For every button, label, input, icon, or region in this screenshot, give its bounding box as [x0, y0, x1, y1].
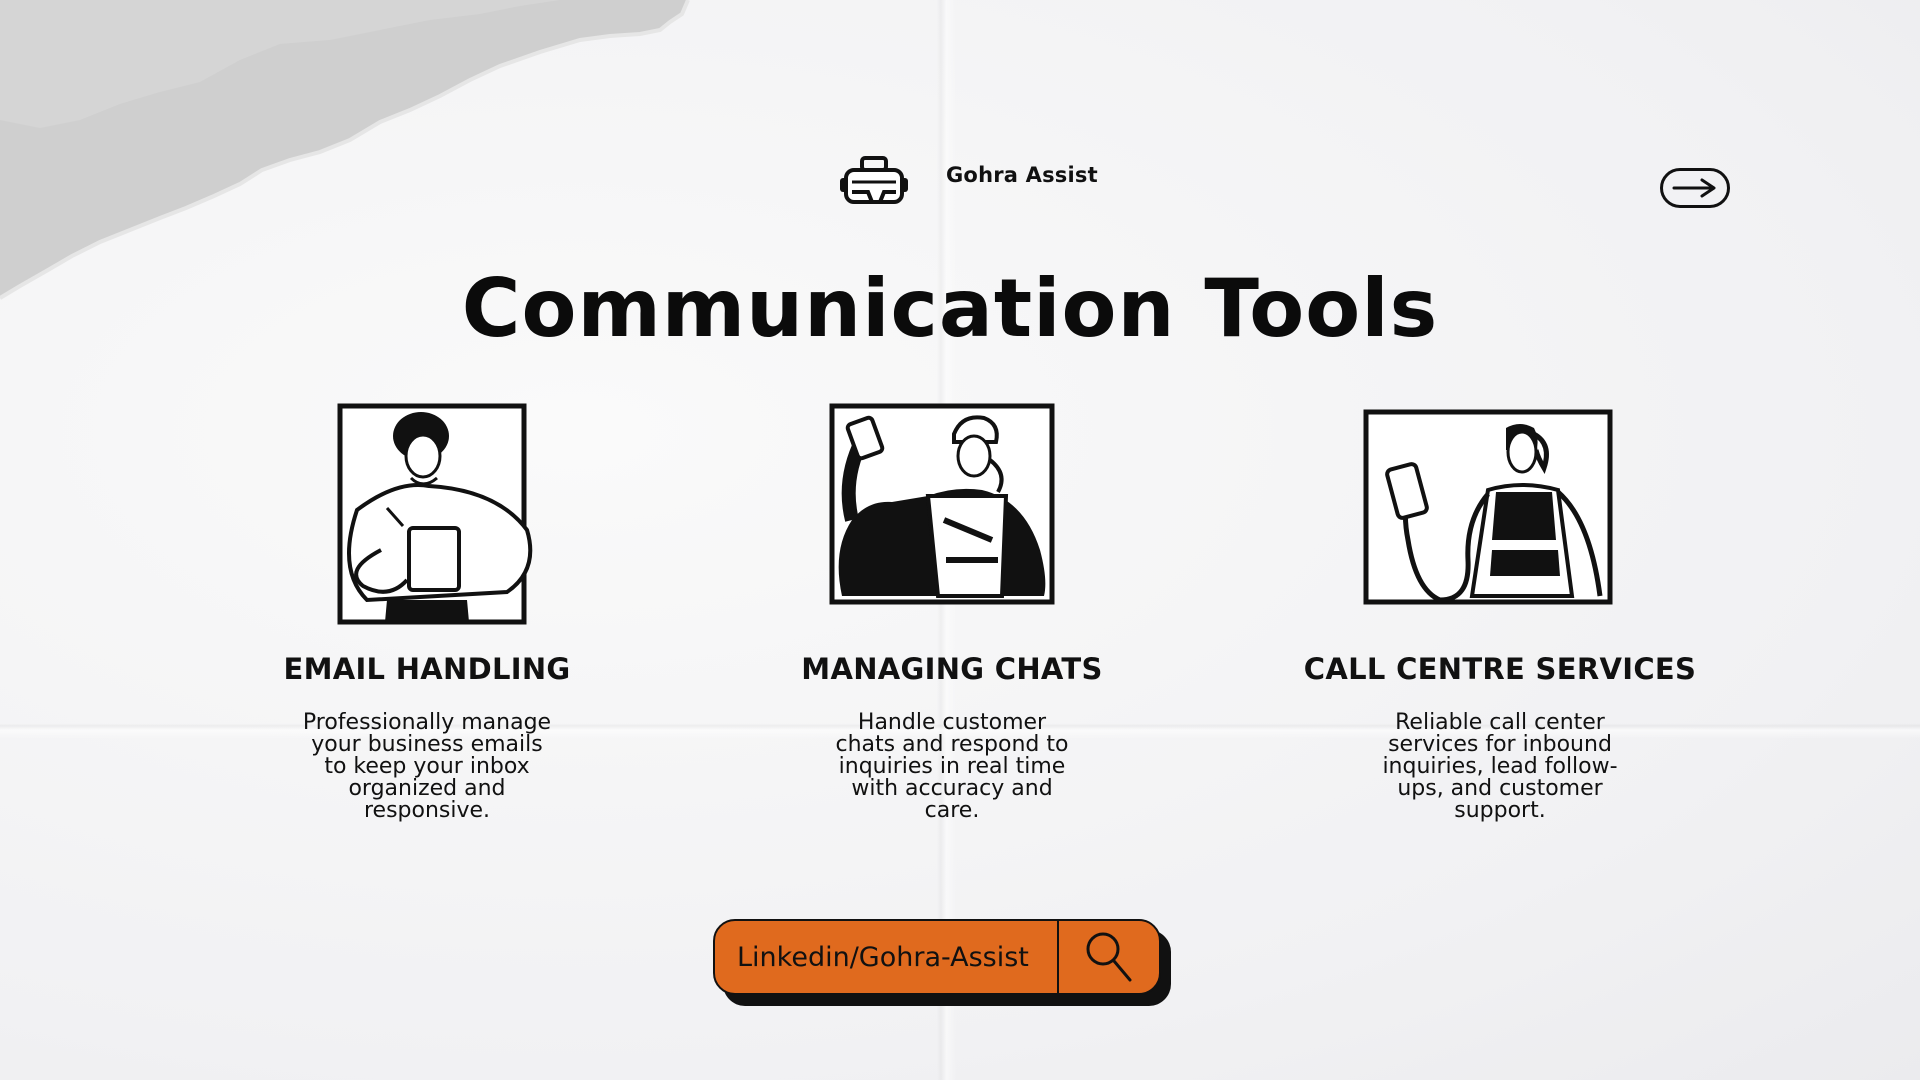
- person-with-phone-icon: [1363, 409, 1613, 605]
- card-heading: MANAGING CHATS: [801, 652, 1103, 686]
- linkedin-search-bar[interactable]: Linkedin/Gohra-Assist: [713, 919, 1161, 995]
- card-heading: CALL CENTRE SERVICES: [1303, 652, 1697, 686]
- service-card-email: EMAIL HANDLING Professionally manage you…: [167, 400, 687, 840]
- service-card-chats: MANAGING CHATS Handle customer chats and…: [692, 400, 1212, 840]
- search-button[interactable]: [1057, 921, 1159, 993]
- card-description: Handle customer chats and respond to inq…: [835, 710, 1069, 823]
- next-button[interactable]: [1660, 168, 1730, 208]
- card-description: Professionally manage your business emai…: [302, 710, 552, 823]
- search-input[interactable]: Linkedin/Gohra-Assist: [737, 941, 1029, 973]
- arrow-right-icon: [1672, 178, 1716, 198]
- search-icon: [1086, 932, 1132, 982]
- vr-headset-icon: [838, 156, 914, 212]
- page-title: Communication Tools: [461, 262, 1439, 355]
- person-holding-tablet-icon: [337, 403, 533, 625]
- brand-name: Gohra Assist: [946, 163, 1098, 187]
- service-card-call-centre: CALL CENTRE SERVICES Reliable call cente…: [1240, 400, 1760, 840]
- card-heading: EMAIL HANDLING: [283, 652, 571, 686]
- worker-holding-phone-icon: [829, 403, 1055, 605]
- torn-paper-decoration: [0, 0, 690, 300]
- card-description: Reliable call center services for inboun…: [1382, 710, 1618, 823]
